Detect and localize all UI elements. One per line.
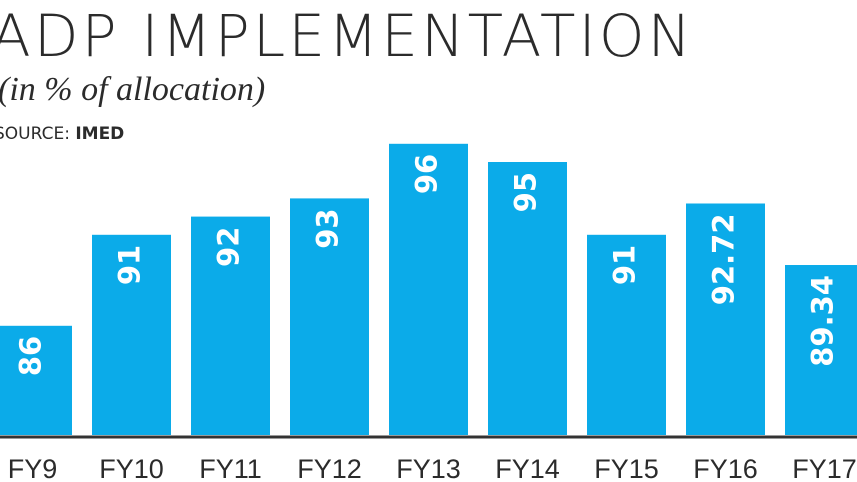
bar <box>0 325 72 435</box>
value-label: 92 <box>212 227 246 267</box>
x-tick-label: FY16 <box>693 454 758 482</box>
x-tick-label: FY12 <box>297 454 362 482</box>
bar <box>785 265 857 435</box>
value-label: 86 <box>14 336 48 376</box>
x-tick-label: FY11 <box>199 454 262 482</box>
x-tick-label: FY9 <box>8 454 58 482</box>
value-label: 93 <box>311 208 345 248</box>
bar <box>488 162 567 435</box>
x-tick-label: FY15 <box>594 454 659 482</box>
value-label: 91 <box>113 245 147 285</box>
value-label: 92.72 <box>707 213 741 305</box>
x-tick-label: FY10 <box>99 454 164 482</box>
value-label: 96 <box>410 154 444 194</box>
chart-subtitle: (in % of allocation) <box>0 71 265 108</box>
x-tick-label: FY14 <box>495 454 560 482</box>
bar <box>686 203 765 435</box>
x-tick-label: FY17 <box>792 454 857 482</box>
bar <box>389 143 468 436</box>
source: SOURCE: IMED <box>0 124 124 144</box>
source-name: IMED <box>75 124 124 144</box>
x-tick-label: FY13 <box>396 454 461 482</box>
source-label: SOURCE: <box>0 124 70 144</box>
chart-title: ADP IMPLEMENTATION <box>0 2 691 70</box>
bar <box>92 234 171 435</box>
bar <box>587 234 666 435</box>
bar <box>191 216 270 435</box>
bar <box>290 198 369 435</box>
value-label: 89.34 <box>806 275 840 367</box>
value-label: 91 <box>608 245 642 285</box>
value-label: 95 <box>509 172 543 212</box>
